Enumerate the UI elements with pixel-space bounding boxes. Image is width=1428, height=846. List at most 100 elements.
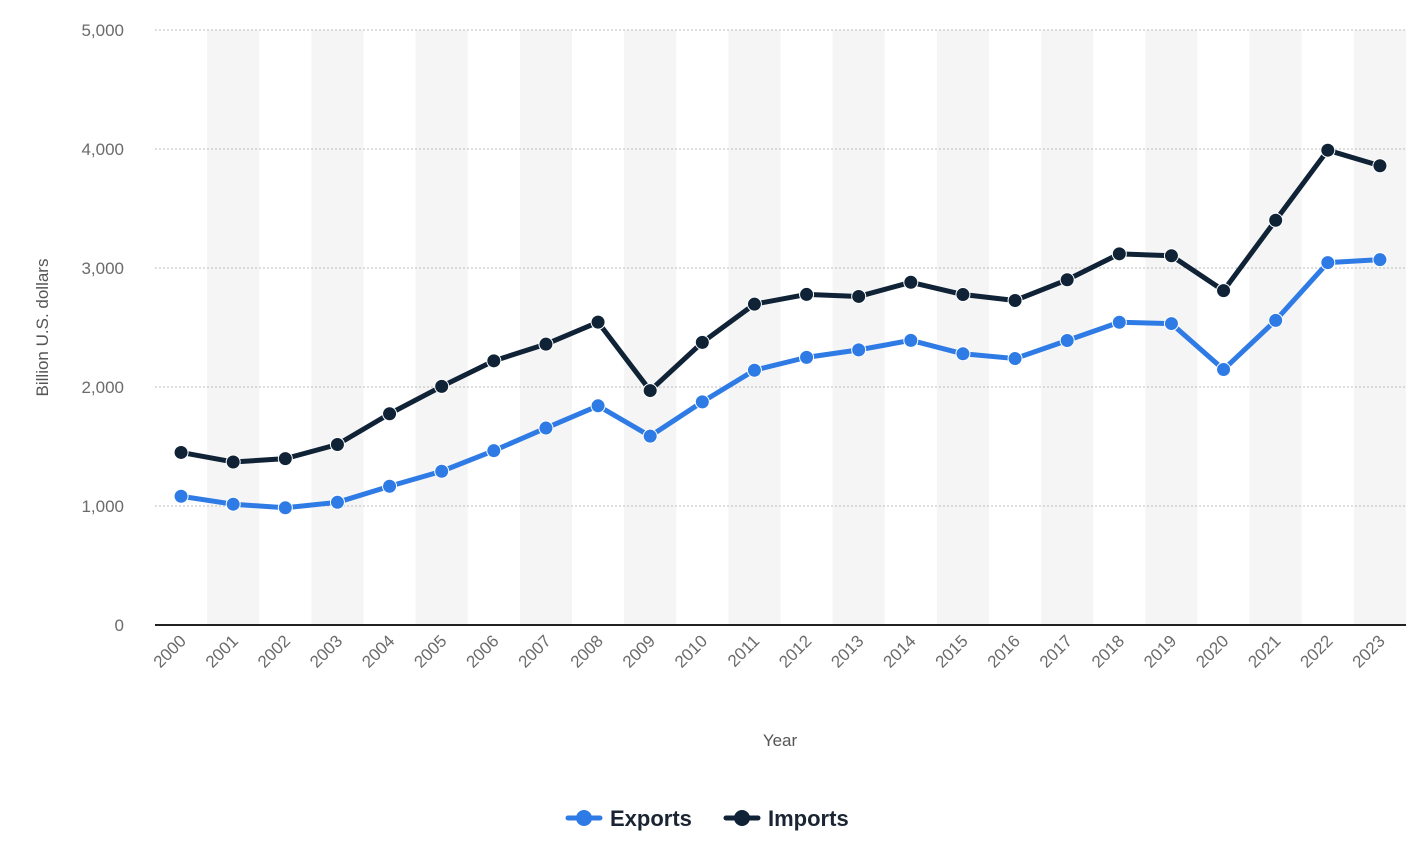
exports-point-2022[interactable] [1320, 255, 1336, 271]
x-tick-label: 2017 [1036, 631, 1076, 671]
y-tick-label: 5,000 [81, 21, 124, 40]
y-tick-label: 3,000 [81, 259, 124, 278]
x-axis-ticks: 2000 2001 2002 2003 2004 2005 2006 2007 2008 2009… [150, 631, 1389, 671]
column-band-2003 [311, 30, 364, 625]
exports-point-2000[interactable] [173, 488, 189, 504]
x-tick-label: 2018 [1088, 631, 1128, 671]
exports-point-2001[interactable] [225, 496, 241, 512]
exports-point-2015[interactable] [955, 346, 971, 362]
x-tick-label: 2019 [1140, 631, 1180, 671]
imports-point-2020[interactable] [1216, 283, 1232, 299]
exports-point-2002[interactable] [277, 500, 293, 516]
y-axis-ticks: 0 1,000 2,000 3,000 4,000 5,000 [81, 21, 124, 635]
exports-point-2010[interactable] [694, 394, 710, 410]
exports-point-2013[interactable] [851, 342, 867, 358]
imports-point-2007[interactable] [538, 336, 554, 352]
exports-point-2009[interactable] [642, 428, 658, 444]
exports-point-2006[interactable] [486, 443, 502, 459]
y-axis-label: Billion U.S. dollars [33, 259, 52, 397]
imports-point-2014[interactable] [903, 274, 919, 290]
legend-item-exports[interactable]: Exports [565, 806, 692, 831]
x-tick-label: 2011 [724, 631, 763, 670]
exports-point-2007[interactable] [538, 420, 554, 436]
imports-point-2002[interactable] [277, 451, 293, 467]
x-tick-label: 2007 [515, 631, 555, 671]
imports-line [178, 147, 1383, 465]
imports-point-2011[interactable] [746, 296, 762, 312]
y-tick-label: 0 [115, 616, 124, 635]
legend-marker-icon [734, 810, 750, 826]
imports-point-2005[interactable] [434, 378, 450, 394]
series-exports [173, 252, 1388, 516]
y-tick-label: 4,000 [81, 140, 124, 159]
exports-point-2011[interactable] [746, 362, 762, 378]
imports-point-2010[interactable] [694, 334, 710, 350]
imports-point-2008[interactable] [590, 314, 606, 330]
imports-point-2018[interactable] [1111, 246, 1127, 262]
exports-point-2019[interactable] [1163, 316, 1179, 332]
x-tick-label: 2015 [932, 631, 972, 671]
y-tick-label: 1,000 [81, 497, 124, 516]
imports-point-2000[interactable] [173, 444, 189, 460]
exports-point-2005[interactable] [434, 463, 450, 479]
x-tick-label: 2002 [254, 631, 294, 671]
imports-point-2012[interactable] [799, 286, 815, 302]
legend[interactable]: Exports Imports [565, 806, 849, 831]
x-tick-label: 2016 [984, 631, 1024, 671]
x-tick-label: 2021 [1244, 631, 1284, 671]
exports-point-2017[interactable] [1059, 332, 1075, 348]
imports-point-2001[interactable] [225, 454, 241, 470]
imports-point-2003[interactable] [329, 436, 345, 452]
x-tick-label: 2003 [306, 631, 346, 671]
column-band-2007 [519, 30, 572, 625]
column-band-2015 [936, 30, 989, 625]
x-tick-label: 2010 [671, 631, 711, 671]
exports-point-2003[interactable] [329, 494, 345, 510]
x-tick-label: 2020 [1192, 631, 1232, 671]
x-tick-label: 2009 [619, 631, 659, 671]
x-tick-label: 2006 [462, 631, 502, 671]
exports-point-2012[interactable] [799, 349, 815, 365]
imports-point-2006[interactable] [486, 353, 502, 369]
x-tick-label: 2000 [150, 631, 190, 671]
column-band-2001 [207, 30, 260, 625]
legend-label: Exports [610, 806, 692, 831]
exports-point-2016[interactable] [1007, 351, 1023, 367]
grid-lines [155, 29, 1406, 507]
column-band-2005 [415, 30, 468, 625]
exports-point-2004[interactable] [382, 478, 398, 494]
column-band-2017 [1041, 30, 1094, 625]
exports-point-2021[interactable] [1268, 312, 1284, 328]
exports-point-2020[interactable] [1216, 362, 1232, 378]
imports-point-2022[interactable] [1320, 142, 1336, 158]
x-tick-label: 2001 [202, 631, 242, 671]
imports-point-2016[interactable] [1007, 292, 1023, 308]
exports-point-2018[interactable] [1111, 314, 1127, 330]
exports-point-2008[interactable] [590, 398, 606, 414]
imports-point-2009[interactable] [642, 383, 658, 399]
column-band-2013 [832, 30, 885, 625]
imports-point-2004[interactable] [382, 406, 398, 422]
imports-point-2013[interactable] [851, 288, 867, 304]
legend-marker-icon [576, 810, 592, 826]
alternating-column-bands [207, 30, 1406, 625]
x-tick-label: 2008 [567, 631, 607, 671]
x-axis-label: Year [763, 731, 798, 750]
x-tick-label: 2004 [358, 631, 398, 671]
series-layer [173, 142, 1388, 516]
imports-point-2019[interactable] [1163, 248, 1179, 264]
x-tick-label: 2014 [879, 631, 919, 671]
imports-point-2021[interactable] [1268, 212, 1284, 228]
exports-line [178, 257, 1383, 511]
x-tick-label: 2012 [775, 631, 815, 671]
exports-point-2023[interactable] [1372, 252, 1388, 268]
imports-point-2017[interactable] [1059, 272, 1075, 288]
column-band-2023 [1353, 30, 1406, 625]
imports-point-2023[interactable] [1372, 158, 1388, 174]
column-band-2011 [728, 30, 781, 625]
exports-point-2014[interactable] [903, 332, 919, 348]
legend-item-imports[interactable]: Imports [723, 806, 849, 831]
imports-point-2015[interactable] [955, 287, 971, 303]
x-tick-label: 2022 [1296, 631, 1336, 671]
